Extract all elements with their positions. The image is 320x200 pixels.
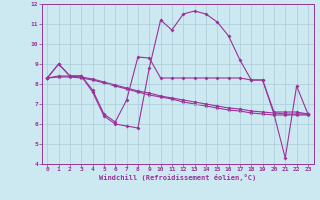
X-axis label: Windchill (Refroidissement éolien,°C): Windchill (Refroidissement éolien,°C): [99, 174, 256, 181]
